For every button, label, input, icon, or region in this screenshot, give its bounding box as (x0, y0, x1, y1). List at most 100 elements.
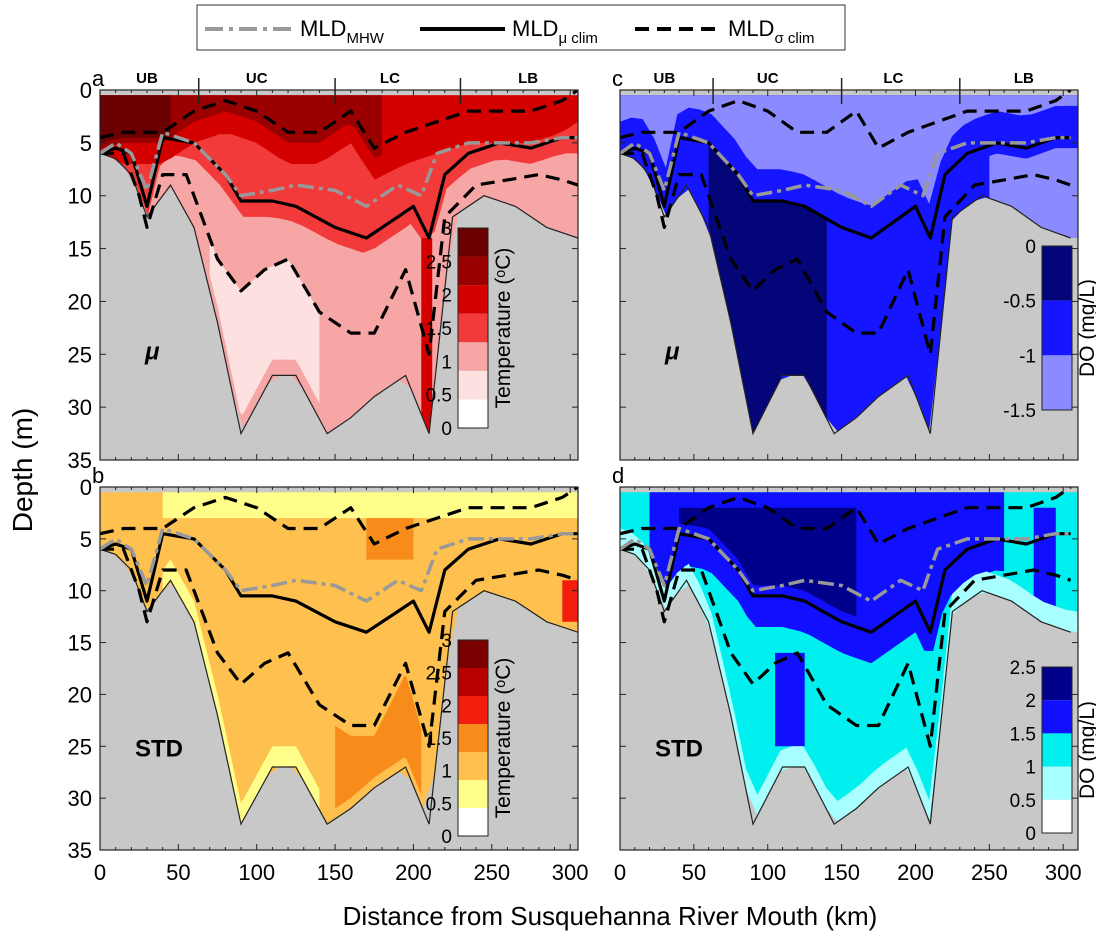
x-tick-label: 200 (395, 860, 432, 885)
y-tick-label: 20 (68, 289, 92, 314)
y-tick-label: 35 (68, 448, 92, 473)
mld-sigma-lower-line (620, 547, 1072, 748)
colorbar-c: 0 -0.5 -1 -1.5 DO (mg/L) (1003, 237, 1096, 422)
x-tick-label: 300 (1045, 860, 1082, 885)
dostd-band-blob (775, 652, 805, 747)
legend-mu-label: MLDμ clim (512, 16, 598, 47)
y-tick-label: 20 (68, 682, 92, 707)
mld-mu-clim-line (620, 532, 1071, 634)
colorbar-swatch (458, 780, 488, 808)
colorbar-swatch (458, 724, 488, 752)
colorbar-swatch (458, 696, 488, 724)
colorbar-swatch (458, 752, 488, 780)
dostd-band-edge (620, 528, 1078, 822)
mld-sigma-lower-line (100, 151, 578, 356)
colorbar-tick-label: 2 (1025, 691, 1036, 712)
panel-frame (99, 486, 579, 851)
colorbar-swatch (458, 370, 488, 400)
panel-label-b: b (92, 463, 104, 488)
panel-label-d: d (612, 463, 624, 488)
panel-b: 0 50 100 150 200 250 30005101520253035bSTD32.5… (68, 463, 589, 885)
y-tick-label: 5 (80, 131, 92, 156)
panel-c: c UB UC LC LB μ 0 -0.5 -1 -1.5 DO (mg/L) (612, 66, 1096, 461)
colorbar-tick-label: 2 (441, 696, 452, 717)
std-annotation: STD (135, 736, 183, 763)
colorbar-tick-label: 1.5 (1010, 724, 1036, 745)
colorbar-b: 3 2.5 2 1.5 1 0.5 0 Temperature (ᵒC) (426, 631, 515, 848)
colorbar-swatch (1042, 733, 1072, 767)
colorbar-swatch (1042, 700, 1072, 734)
legend-sigma-label: MLDσ clim (728, 16, 815, 47)
colorbar-frame (457, 639, 489, 837)
region-label-uc: UC (246, 70, 268, 87)
colorbar-label: DO (mg/L) (1076, 279, 1096, 377)
std-band-1-1.5 (100, 492, 578, 824)
colorbar-d: 2.5 2 1.5 1 0.5 0 DO (mg/L) (1010, 658, 1096, 845)
colorbar-tick-label: 1 (441, 352, 452, 373)
y-tick-label: 15 (68, 631, 92, 656)
x-tick-label: 200 (897, 860, 934, 885)
colorbar-swatch (458, 285, 488, 314)
dostd-band-right (1033, 507, 1056, 627)
colorbar-label: Temperature (ᵒC) (492, 248, 515, 409)
temp-band-2.5-3 (100, 95, 383, 159)
mld-sigma-lower-line (620, 151, 1072, 356)
std-band-0.5-1-top (162, 492, 578, 519)
y-tick-label: 25 (68, 734, 92, 759)
dostd-band-dark (679, 507, 857, 617)
region-label-uc: UC (757, 70, 779, 87)
mld-mu-clim-line (620, 136, 1071, 240)
colorbar-tick-label: 1 (1025, 758, 1036, 779)
panel-d: 0 50 100 150 200 250 300 d STD 2.5 2 1.5 1 0.5 0 DO (mg… (612, 463, 1096, 885)
mld-mhw-line (620, 526, 1071, 603)
x-tick-label: 100 (238, 860, 275, 885)
colorbar-swatch (458, 808, 488, 836)
colorbar-a: 3 2.5 2 1.5 1 0.5 0 Temperature (ᵒC) (426, 219, 515, 440)
colorbar-tick-label: 0 (441, 827, 452, 848)
mu-annotation: μ (664, 339, 680, 366)
panel-a-plot (100, 90, 578, 460)
mld-sigma-upper-line (100, 487, 578, 546)
region-label-lb: LB (1014, 70, 1034, 87)
region-label-lc: LC (883, 70, 903, 87)
colorbar-tick-label: 1 (441, 762, 452, 783)
colorbar-tick-label: 1.5 (426, 319, 452, 340)
region-label-ub: UB (136, 70, 158, 87)
y-axis-title: Depth (m) (7, 408, 38, 532)
y-tick-label: 15 (68, 237, 92, 262)
region-label-ub: UB (653, 70, 675, 87)
panel-frame (619, 486, 1079, 851)
y-tick-label: 25 (68, 342, 92, 367)
std-band-2-2.5 (562, 580, 578, 622)
x-tick-label: 250 (971, 860, 1008, 885)
temp-band-2-2.5 (100, 95, 578, 180)
y-tick-label: 5 (80, 527, 92, 552)
colorbar-swatch (458, 668, 488, 696)
colorbar-tick-label: 2.5 (426, 252, 452, 273)
colorbar-tick-label: 1.5 (426, 729, 452, 750)
x-tick-label: 50 (682, 860, 706, 885)
colorbar-swatch (458, 313, 488, 343)
colorbar-tick-label: 0 (1025, 237, 1036, 258)
colorbar-tick-label: 2.5 (1010, 658, 1036, 679)
colorbar-swatch (458, 342, 488, 371)
temp-band-0.5-1 (209, 238, 320, 415)
mld-mhw-line (620, 130, 1071, 209)
legend-mhw-label: MLDMHW (300, 16, 385, 47)
colorbar-tick-label: 0 (441, 419, 452, 440)
colorbar-tick-label: -0.5 (1003, 292, 1036, 313)
colorbar-swatch (1042, 300, 1072, 356)
do-band-light-right (989, 148, 1078, 238)
std-band-1.5-2-upper (366, 518, 414, 560)
std-band-1.5-2 (335, 675, 422, 809)
colorbar-swatch (458, 256, 488, 286)
panel-d-plot (620, 487, 1078, 850)
y-tick-label: 10 (68, 184, 92, 209)
y-tick-label: 0 (80, 475, 92, 500)
colorbar-label: DO (mg/L) (1076, 701, 1096, 799)
colorbar-tick-label: 3 (441, 219, 452, 240)
x-tick-label: 250 (473, 860, 510, 885)
colorbar-tick-label: 0 (1025, 824, 1036, 845)
mld-mhw-line (100, 526, 578, 603)
